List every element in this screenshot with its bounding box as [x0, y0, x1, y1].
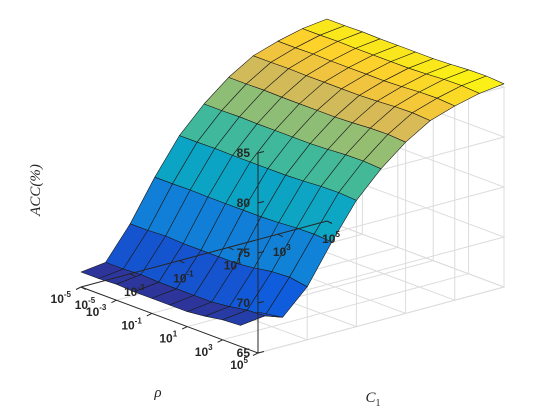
rho-axis-line — [80, 286, 259, 354]
rho-tick-mark — [181, 326, 188, 330]
rho-tick-mark — [111, 299, 117, 304]
c1-tick-mark — [277, 233, 284, 238]
c1-tick-label: 103 — [273, 243, 291, 259]
rho-tick-label: 101 — [159, 330, 177, 346]
rho-tick-label: 10-1 — [121, 316, 142, 332]
rho-tick-label: 103 — [195, 343, 213, 359]
z-tick-label: 75 — [237, 246, 251, 260]
rho-tick-label: 105 — [230, 356, 248, 372]
c1-axis-line — [80, 220, 328, 288]
rho-tick-mark — [75, 286, 82, 290]
rho-tick-label: 10-3 — [86, 303, 107, 319]
z-tick-mark — [257, 251, 265, 254]
z-tick-mark — [257, 351, 265, 354]
rho-tick-mark — [252, 352, 259, 356]
c1-tick-label: 105 — [322, 230, 340, 246]
z-tick-mark — [257, 301, 265, 304]
rho-tick-label: 10-5 — [51, 290, 72, 306]
surface-cell — [222, 309, 266, 326]
c1-tick-label: 101 — [224, 256, 242, 272]
z-tick-label: 80 — [237, 196, 251, 210]
c1-tick-mark — [179, 260, 185, 264]
c1-axis-label-main: C — [365, 390, 376, 406]
rho-axis-label: ρ — [153, 385, 161, 401]
c1-tick-label: 10-1 — [173, 270, 194, 286]
c1-axis-label: C1 — [365, 390, 380, 409]
z-tick-mark — [257, 151, 265, 154]
z-tick-mark — [257, 201, 265, 204]
c1-axis-label-subscript: 1 — [376, 398, 381, 409]
z-axis-label: ACC(%) — [28, 164, 44, 217]
c1-tick-mark — [80, 286, 87, 290]
c1-tick-mark — [129, 273, 136, 277]
surface-layer — [80, 18, 505, 326]
axes-layer: 657075808510510310110-110-310-510-510-31… — [51, 146, 341, 372]
labels-layer: ACC(%) ρ C1 — [28, 164, 381, 409]
c1-tick-label: 10-3 — [124, 283, 145, 299]
c1-tick-mark — [326, 220, 333, 224]
rho-tick-mark — [146, 312, 153, 317]
z-tick-label: 65 — [237, 346, 251, 360]
rho-tick-mark — [217, 339, 223, 343]
rho-gridline — [222, 73, 470, 341]
c1-tick-label: 10-5 — [75, 296, 96, 312]
c1-tick-mark — [228, 246, 234, 251]
z-tick-label: 85 — [237, 146, 251, 160]
z-tick-label: 70 — [237, 296, 251, 310]
